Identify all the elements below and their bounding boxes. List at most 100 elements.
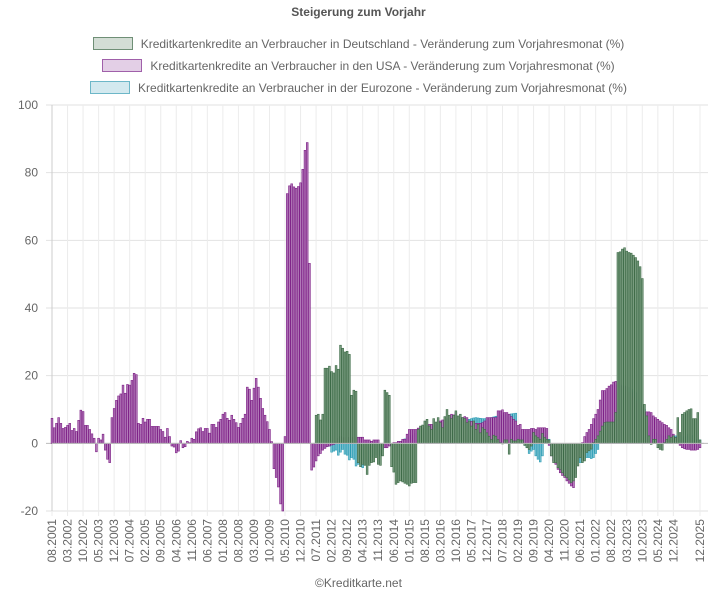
x-tick-label: 10.2023 <box>635 519 649 563</box>
legend-swatch-eurozone <box>90 81 131 94</box>
bar-germany <box>638 266 642 444</box>
bar-germany <box>550 443 553 457</box>
bar-germany <box>545 438 549 444</box>
bar-germany <box>328 365 331 444</box>
bar-germany <box>381 443 384 457</box>
bar-eurozone <box>334 443 338 451</box>
bar-usa <box>372 439 375 444</box>
bar-usa <box>359 436 362 444</box>
bar-germany <box>363 443 367 466</box>
bar-germany <box>576 443 580 467</box>
legend-item-usa[interactable]: Kreditkartenkredite an Verbraucher in de… <box>0 58 717 74</box>
bar-usa <box>272 443 276 470</box>
x-tick-label: 08.2022 <box>604 519 618 563</box>
bar-germany <box>510 438 513 444</box>
bar-usa <box>146 419 149 444</box>
bar-usa <box>108 443 111 463</box>
bar-usa <box>230 414 233 444</box>
footer-credit: ©Kreditkarte.net <box>315 576 402 590</box>
bar-germany <box>543 437 546 444</box>
x-tick-label: 06.2014 <box>387 519 401 563</box>
bar-germany <box>565 443 569 478</box>
bar-eurozone <box>341 443 344 450</box>
bar-usa <box>694 443 697 451</box>
bar-germany <box>334 365 338 444</box>
bar-usa <box>514 420 518 444</box>
bar-germany <box>383 389 387 444</box>
bar-usa <box>308 263 311 444</box>
bar-germany <box>585 443 589 453</box>
legend-item-eurozone[interactable]: Kreditkartenkredite an Verbraucher in de… <box>0 80 717 96</box>
bar-usa <box>365 439 369 444</box>
bar-germany <box>456 415 460 444</box>
bar-usa <box>197 428 200 444</box>
y-tick-label: 100 <box>18 98 38 112</box>
bar-usa <box>661 422 664 444</box>
x-tick-label: 09.2005 <box>154 519 168 563</box>
bar-germany <box>694 418 697 444</box>
bar-germany <box>348 354 351 444</box>
bar-germany <box>434 421 438 444</box>
legend-item-germany[interactable]: Kreditkartenkredite an Verbraucher in De… <box>0 36 717 52</box>
bar-germany <box>516 438 520 444</box>
bar-usa <box>698 443 702 449</box>
bar-germany <box>330 371 333 444</box>
bar-usa <box>523 429 526 444</box>
bar-germany <box>474 429 478 444</box>
bar-usa <box>496 410 500 444</box>
bar-usa <box>206 428 209 444</box>
bar-eurozone <box>345 443 349 456</box>
x-tick-label: 07.2018 <box>495 519 509 563</box>
bar-germany <box>612 421 615 444</box>
bar-germany <box>470 425 473 444</box>
x-tick-label: 07.2011 <box>309 519 323 562</box>
bar-usa <box>259 398 262 444</box>
bar-usa <box>507 413 511 444</box>
x-tick-label: 01.2008 <box>216 519 230 563</box>
x-tick-label: 01.2022 <box>589 519 603 563</box>
x-tick-label: 03.2016 <box>433 519 447 563</box>
bar-usa <box>221 413 225 444</box>
x-tick-label: 12.2010 <box>294 519 308 563</box>
bar-germany <box>627 252 631 444</box>
bar-germany <box>361 443 364 465</box>
bar-germany <box>601 425 604 444</box>
bar-germany <box>616 252 620 444</box>
bar-usa <box>101 433 105 444</box>
bar-usa <box>57 417 60 444</box>
bar-usa <box>297 186 300 444</box>
bar-usa <box>312 443 316 468</box>
bar-usa <box>237 427 240 444</box>
bar-usa <box>177 443 180 452</box>
bar-usa <box>274 443 278 478</box>
bar-germany <box>392 443 395 473</box>
x-tick-label: 11.2020 <box>558 519 572 562</box>
bar-usa <box>84 425 87 444</box>
bar-usa <box>119 393 122 444</box>
bar-usa <box>141 417 145 444</box>
bar-usa <box>72 428 76 444</box>
bar-usa <box>503 412 506 444</box>
y-tick-label: -20 <box>21 504 39 518</box>
bar-eurozone <box>534 443 537 457</box>
bar-germany <box>443 416 446 444</box>
bar-germany <box>483 429 486 444</box>
bar-germany <box>539 438 542 444</box>
x-tick-label: 02.2012 <box>325 519 339 563</box>
bar-germany <box>436 417 440 444</box>
bar-usa <box>110 417 114 444</box>
x-tick-label: 05.2003 <box>92 519 106 563</box>
y-tick-label: 20 <box>25 369 39 383</box>
bar-usa <box>208 432 211 444</box>
bar-germany <box>472 420 475 444</box>
bar-usa <box>161 431 165 444</box>
bar-usa <box>649 412 653 444</box>
legend-label-germany: Kreditkartenkredite an Verbraucher in De… <box>140 37 625 51</box>
bar-germany <box>687 409 691 444</box>
bar-germany <box>323 367 327 444</box>
bar-germany <box>636 260 640 444</box>
bar-eurozone <box>594 443 597 454</box>
bar-usa <box>288 185 291 444</box>
bar-eurozone <box>536 443 540 460</box>
bar-germany <box>385 392 389 444</box>
